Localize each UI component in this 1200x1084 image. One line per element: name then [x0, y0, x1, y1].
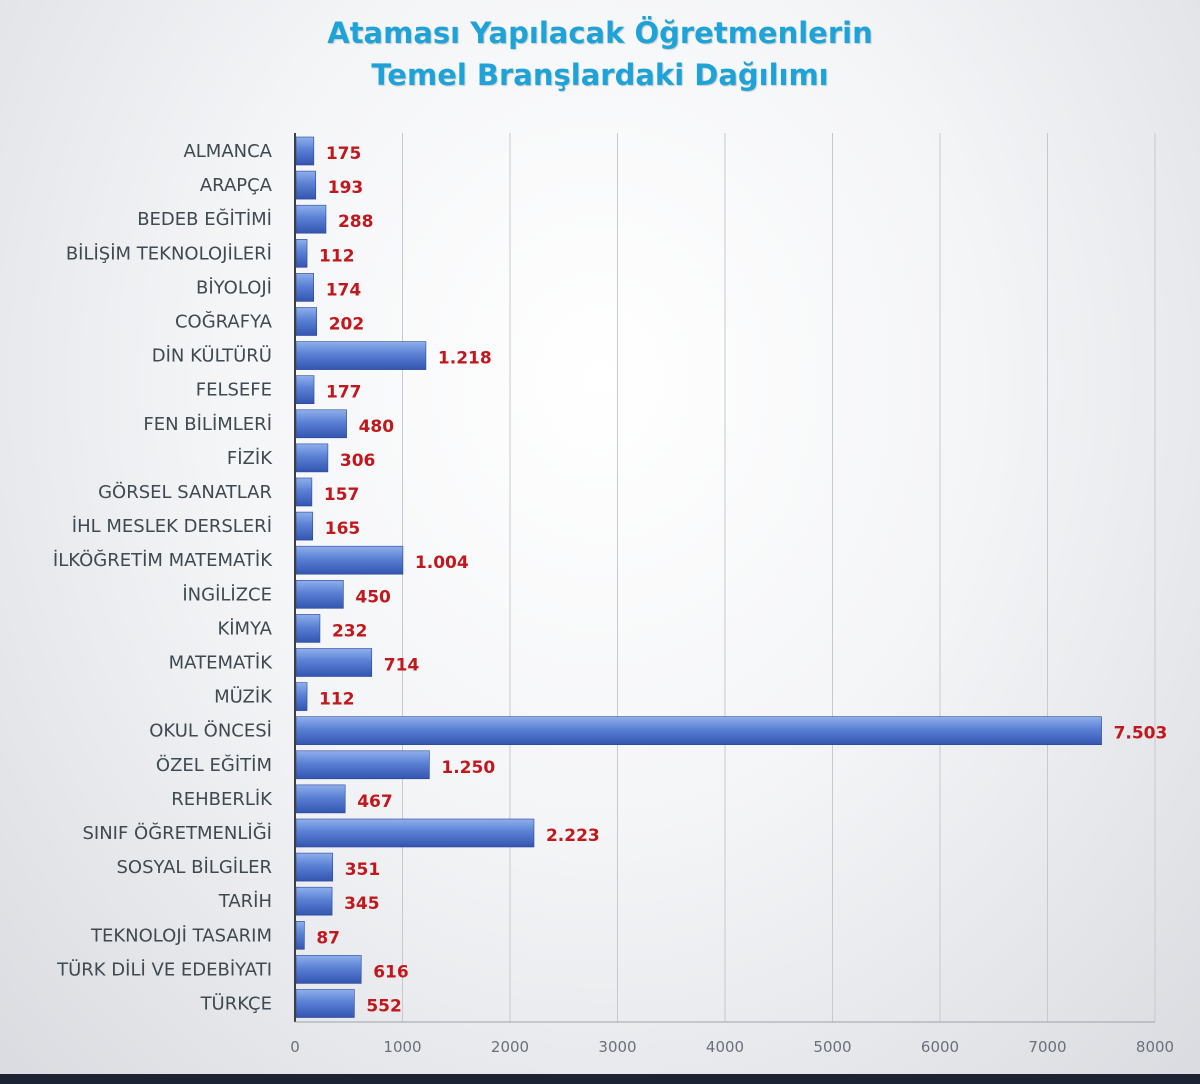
category-label: ALMANCA — [183, 141, 272, 162]
data-label: 177 — [326, 383, 362, 403]
category-label: BİYOLOJİ — [196, 277, 272, 298]
x-tick-label: 6000 — [921, 1038, 959, 1056]
bar — [295, 477, 313, 507]
data-label: 157 — [324, 485, 360, 505]
data-label: 288 — [338, 212, 374, 232]
category-label: İHL MESLEK DERSLERİ — [72, 516, 272, 537]
category-label: TARİH — [218, 891, 272, 912]
data-label: 450 — [355, 587, 391, 607]
category-label: OKUL ÖNCESİ — [149, 720, 272, 742]
bar — [295, 989, 355, 1018]
data-label: 616 — [373, 962, 409, 982]
bar — [295, 852, 334, 882]
bar — [295, 682, 308, 711]
data-label: 7.503 — [1114, 724, 1168, 744]
data-label: 232 — [332, 621, 368, 641]
category-label: DİN KÜLTÜRÜ — [152, 345, 272, 367]
bar — [295, 579, 344, 609]
bar — [295, 136, 315, 166]
data-label: 112 — [319, 246, 355, 266]
footer-bar — [0, 1074, 1200, 1084]
category-label: İNGİLİZCE — [182, 584, 272, 605]
bar — [295, 784, 346, 814]
category-label: TÜRK DİLİ VE EDEBİYATI — [56, 958, 272, 980]
category-labels: ALMANCA ARAPÇA BEDEB EĞİTİMİ BİLİŞİM TEKNOL… — [53, 141, 273, 1015]
x-tick-label: 1000 — [383, 1038, 421, 1056]
bar — [295, 614, 321, 643]
data-label: 165 — [325, 519, 361, 539]
chart-title: Ataması Yapılacak Öğretmenlerin Temel Br… — [0, 12, 1200, 96]
bar — [295, 545, 404, 575]
bars — [295, 136, 1102, 1018]
chart-title-line-2: Temel Branşlardaki Dağılımı — [371, 58, 829, 92]
bar — [295, 341, 427, 370]
chart-title-line-1: Ataması Yapılacak Öğretmenlerin — [327, 16, 873, 50]
bar — [295, 511, 314, 541]
bar — [295, 920, 305, 950]
category-label: COĞRAFYA — [175, 311, 273, 333]
category-label: FEN BİLİMLERİ — [143, 414, 272, 435]
data-label: 1.004 — [415, 553, 469, 573]
data-label: 306 — [340, 451, 376, 471]
category-label: SINIF ÖĞRETMENLİĞİ — [82, 822, 272, 844]
data-label: 345 — [344, 894, 380, 914]
category-label: FİZİK — [227, 448, 273, 469]
x-tick-label: 2000 — [491, 1038, 529, 1056]
category-label: BİLİŞİM TEKNOLOJİLERİ — [66, 243, 272, 264]
bar — [295, 170, 317, 200]
bar — [295, 648, 373, 677]
axes — [294, 133, 1155, 1023]
data-label: 174 — [326, 280, 362, 300]
x-tick-label: 3000 — [598, 1038, 636, 1056]
data-label: 193 — [328, 178, 364, 198]
bar — [295, 443, 329, 473]
x-tick-label: 8000 — [1136, 1038, 1174, 1056]
data-label: 467 — [357, 792, 393, 812]
data-label: 1.250 — [441, 758, 495, 778]
x-tick-label: 0 — [290, 1038, 300, 1056]
data-label: 714 — [384, 656, 420, 676]
data-label: 87 — [316, 928, 340, 948]
category-label: TEKNOLOJİ TASARIM — [90, 925, 272, 946]
data-label: 552 — [366, 997, 402, 1017]
x-tick-label: 4000 — [706, 1038, 744, 1056]
bar — [295, 273, 315, 302]
data-label: 202 — [329, 315, 365, 335]
bar — [295, 409, 347, 439]
data-label: 351 — [345, 860, 381, 880]
category-label: MATEMATİK — [169, 653, 274, 674]
category-label: FELSEFE — [196, 380, 272, 401]
category-label: MÜZİK — [214, 686, 273, 708]
data-label: 2.223 — [546, 826, 600, 846]
bar — [295, 955, 362, 984]
category-label: GÖRSEL SANATLAR — [98, 481, 272, 503]
category-label: TÜRKÇE — [200, 993, 272, 1015]
bar — [295, 886, 333, 916]
x-tick-labels: 0 1000 2000 3000 4000 5000 6000 7000 8000 — [290, 1038, 1174, 1056]
bar — [295, 239, 308, 268]
x-tick-label: 5000 — [813, 1038, 851, 1056]
data-label: 480 — [359, 417, 395, 437]
value-labels: 175 193 288 112 174 202 1.218 177 480 306 157 165 1.… — [316, 144, 1167, 1017]
bar — [295, 818, 535, 848]
category-label: BEDEB EĞİTİMİ — [137, 208, 272, 230]
category-label: ARAPÇA — [200, 175, 273, 196]
category-label: İLKÖĞRETİM MATEMATİK — [53, 549, 273, 571]
x-tick-label: 7000 — [1028, 1038, 1066, 1056]
category-label: KİMYA — [217, 618, 272, 639]
bar — [295, 375, 315, 405]
data-label: 1.218 — [438, 349, 492, 369]
category-label: SOSYAL BİLGİLER — [116, 857, 272, 878]
bar — [295, 307, 318, 336]
category-label: ÖZEL EĞİTİM — [156, 754, 272, 776]
grid-lines — [402, 133, 1156, 1022]
bar — [295, 750, 430, 780]
category-label: REHBERLİK — [171, 789, 273, 810]
bar — [295, 716, 1102, 746]
data-label: 112 — [319, 690, 355, 710]
data-label: 175 — [326, 144, 362, 164]
bar — [295, 204, 327, 234]
